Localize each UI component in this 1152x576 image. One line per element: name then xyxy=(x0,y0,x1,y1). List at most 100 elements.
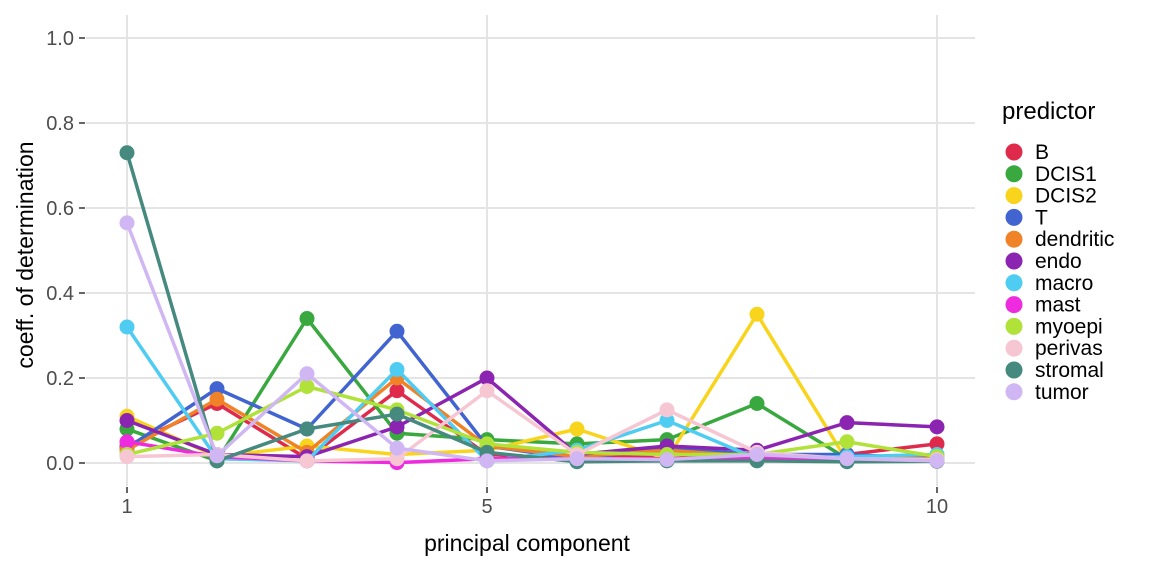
data-point-tumor-pc10 xyxy=(929,453,945,469)
legend-label-T: T xyxy=(1035,206,1048,229)
legend-key-macro-icon xyxy=(1005,274,1023,292)
data-point-endo-pc4 xyxy=(389,419,405,435)
data-point-tumor-pc7 xyxy=(659,452,675,468)
data-point-tumor-pc5 xyxy=(479,453,495,469)
legend-key-stromal-icon xyxy=(1005,361,1023,379)
data-point-perivas-pc5 xyxy=(479,383,495,399)
data-point-myoepi-pc2 xyxy=(209,425,225,441)
gridlines xyxy=(86,15,975,486)
data-point-B-pc10 xyxy=(929,436,945,452)
legend-key-perivas-icon xyxy=(1005,339,1023,357)
series-line-tumor xyxy=(125,221,939,463)
data-point-macro-pc4 xyxy=(389,362,405,377)
data-point-DCIS2-pc6 xyxy=(569,421,585,437)
legend-label-perivas: perivas xyxy=(1035,337,1103,360)
legend-label-stromal: stromal xyxy=(1035,359,1104,382)
data-point-endo-pc5 xyxy=(479,370,495,386)
legend-item-B: B xyxy=(1005,141,1049,164)
data-point-myoepi-pc3 xyxy=(299,379,315,394)
data-point-stromal-pc1 xyxy=(119,145,135,161)
data-point-T-pc2 xyxy=(209,381,225,397)
axis-ticks: 0.0 0.2 0.4 0.6 0.8 1.0 1 5 10 xyxy=(46,28,948,518)
legend-item-T: T xyxy=(1005,206,1048,229)
data-point-tumor-pc8 xyxy=(749,447,765,462)
series-line-endo xyxy=(125,376,939,459)
series-line-DCIS2 xyxy=(125,312,939,463)
x-axis-title: principal component xyxy=(424,530,630,556)
legend-key-mast-icon xyxy=(1005,296,1023,314)
x-tick-label: 5 xyxy=(481,496,492,518)
data-point-tumor-pc1 xyxy=(119,215,135,231)
data-point-endo-pc9 xyxy=(839,415,855,431)
legend-label-endo: endo xyxy=(1035,250,1082,273)
data-point-perivas-pc4 xyxy=(389,451,405,467)
legend: BDCIS1DCIS2Tdendriticendomacromastmyoepi… xyxy=(1005,141,1114,404)
y-tick-label: 0.2 xyxy=(46,368,74,390)
legend-label-DCIS1: DCIS1 xyxy=(1035,163,1097,186)
series-line-DCIS1 xyxy=(125,316,939,463)
data-point-macro-pc7 xyxy=(659,413,675,428)
y-tick-label: 0.6 xyxy=(46,198,74,220)
legend-label-tumor: tumor xyxy=(1035,381,1089,404)
data-series xyxy=(119,145,945,471)
legend-title: predictor xyxy=(1002,98,1095,125)
data-point-dendritic-pc2 xyxy=(209,391,225,407)
data-point-macro-pc1 xyxy=(119,319,135,335)
y-tick-label: 1.0 xyxy=(46,28,74,50)
legend-key-T-icon xyxy=(1005,208,1023,226)
x-tick-label: 10 xyxy=(926,496,948,518)
data-point-endo-pc1 xyxy=(119,413,135,428)
legend-item-myoepi: myoepi xyxy=(1005,315,1103,338)
legend-label-B: B xyxy=(1035,141,1049,164)
data-point-perivas-pc1 xyxy=(119,449,135,465)
data-point-DCIS1-pc8 xyxy=(749,396,765,411)
legend-key-dendritic-icon xyxy=(1005,230,1023,248)
data-point-stromal-pc4 xyxy=(389,406,405,422)
legend-item-mast: mast xyxy=(1005,294,1081,317)
data-point-tumor-pc9 xyxy=(839,451,855,467)
legend-key-myoepi-icon xyxy=(1005,317,1023,335)
y-axis-title: coeff. of determination xyxy=(12,141,38,368)
data-point-tumor-pc3 xyxy=(299,366,315,382)
data-point-myoepi-pc9 xyxy=(839,434,855,450)
data-point-perivas-pc7 xyxy=(659,402,675,418)
x-tick-label: 1 xyxy=(121,496,132,518)
legend-item-stromal: stromal xyxy=(1005,359,1104,382)
legend-item-DCIS2: DCIS2 xyxy=(1005,185,1097,208)
data-point-DCIS1-pc3 xyxy=(299,311,315,326)
legend-item-perivas: perivas xyxy=(1005,337,1103,360)
data-point-DCIS2-pc8 xyxy=(749,306,765,322)
data-point-perivas-pc3 xyxy=(299,453,315,469)
data-point-mast-pc1 xyxy=(119,434,135,450)
legend-label-mast: mast xyxy=(1035,294,1081,317)
legend-label-dendritic: dendritic xyxy=(1035,228,1114,251)
legend-item-tumor: tumor xyxy=(1005,381,1089,404)
data-point-stromal-pc3 xyxy=(299,421,315,437)
y-tick-label: 0.0 xyxy=(46,453,74,475)
legend-label-myoepi: myoepi xyxy=(1035,315,1103,338)
series-line-myoepi xyxy=(125,384,939,459)
legend-key-tumor-icon xyxy=(1005,383,1023,401)
data-point-tumor-pc4 xyxy=(389,440,405,456)
data-point-tumor-pc2 xyxy=(209,448,225,464)
data-point-B-pc4 xyxy=(389,383,405,399)
series-line-stromal xyxy=(125,151,939,464)
legend-label-DCIS2: DCIS2 xyxy=(1035,185,1097,208)
legend-key-endo-icon xyxy=(1005,252,1023,270)
legend-key-B-icon xyxy=(1005,143,1023,161)
legend-label-macro: macro xyxy=(1035,272,1093,295)
y-tick-label: 0.4 xyxy=(46,283,74,305)
data-point-T-pc4 xyxy=(389,323,405,339)
legend-item-endo: endo xyxy=(1005,250,1082,273)
legend-item-macro: macro xyxy=(1005,272,1093,295)
legend-key-DCIS1-icon xyxy=(1005,165,1023,183)
y-tick-label: 0.8 xyxy=(46,113,74,135)
series-tumor xyxy=(119,215,945,469)
legend-item-dendritic: dendritic xyxy=(1005,228,1114,251)
legend-key-DCIS2-icon xyxy=(1005,187,1023,205)
data-point-tumor-pc6 xyxy=(569,451,585,467)
legend-item-DCIS1: DCIS1 xyxy=(1005,163,1097,186)
data-point-endo-pc10 xyxy=(929,419,945,435)
